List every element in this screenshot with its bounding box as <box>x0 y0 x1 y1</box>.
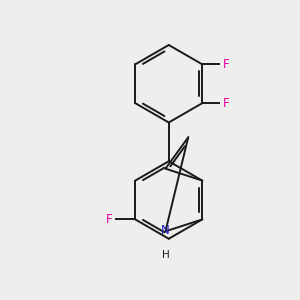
Text: F: F <box>223 97 230 110</box>
Text: H: H <box>162 250 169 260</box>
Text: F: F <box>106 213 112 226</box>
Text: F: F <box>223 58 230 71</box>
Text: N: N <box>161 224 170 237</box>
